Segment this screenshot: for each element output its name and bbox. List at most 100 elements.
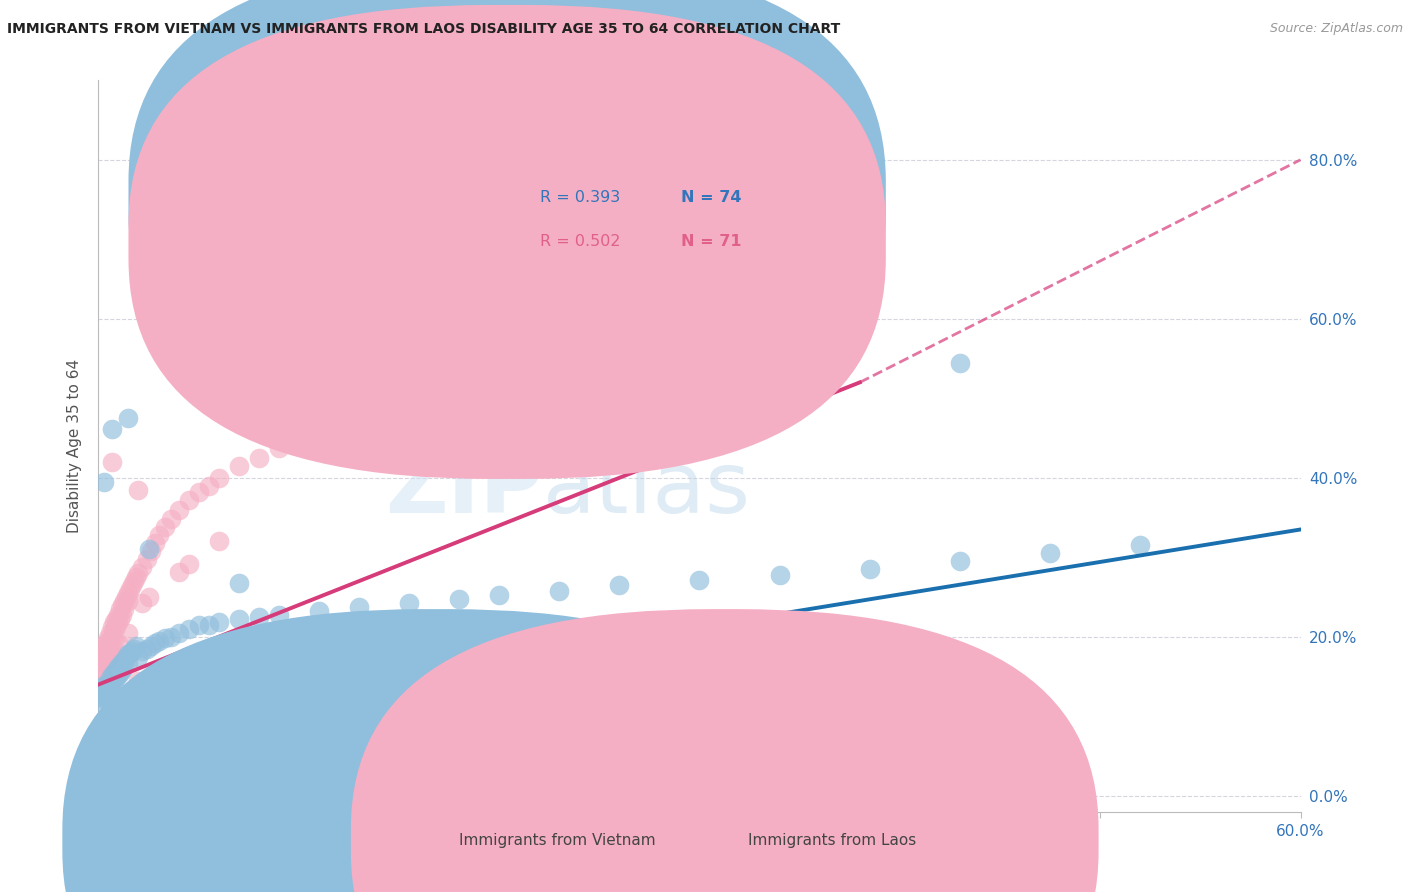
Point (111, 607, 134, 622)
Point (111, 598, 134, 612)
Point (103, 624, 125, 638)
Point (103, 671, 125, 685)
Point (117, 586, 139, 600)
Point (308, 429, 330, 443)
Point (949, 554, 972, 568)
Point (103, 633, 125, 648)
Point (111, 663, 134, 677)
Point (101, 630, 124, 644)
Point (548, 583, 571, 598)
Point (110, 602, 132, 616)
Point (89, 652, 111, 666)
Text: ZIP: ZIP (385, 449, 543, 532)
Point (103, 679, 125, 693)
Point (96, 644, 118, 658)
Point (308, 604, 330, 618)
Point (103, 615, 125, 630)
Point (1039, 546, 1062, 560)
Point (105, 671, 128, 685)
Text: atlas: atlas (543, 449, 751, 532)
Point (1129, 538, 1152, 552)
Point (91, 684, 114, 698)
Point (115, 590, 138, 604)
Text: R = 0.502: R = 0.502 (540, 234, 620, 249)
Point (197, 618, 219, 632)
Point (100, 671, 122, 685)
Point (124, 641, 146, 656)
Point (197, 479, 219, 493)
Point (89, 662, 111, 676)
Point (148, 633, 170, 648)
Point (125, 640, 148, 654)
Point (93, 684, 115, 698)
Point (139, 544, 162, 558)
Point (609, 578, 631, 592)
Point (96, 690, 118, 704)
Point (128, 483, 150, 497)
Point (111, 655, 134, 669)
Point (131, 644, 153, 658)
Point (177, 557, 200, 571)
Text: Immigrants from Vietnam: Immigrants from Vietnam (458, 833, 655, 847)
Point (120, 646, 142, 660)
Point (167, 502, 190, 516)
FancyBboxPatch shape (128, 5, 886, 479)
FancyBboxPatch shape (62, 609, 810, 892)
Point (97, 660, 120, 674)
Point (267, 441, 290, 455)
Point (117, 625, 139, 640)
Point (689, 573, 711, 587)
Point (120, 582, 142, 596)
Point (167, 565, 190, 579)
Point (114, 602, 136, 616)
Y-axis label: Disability Age 35 to 64: Disability Age 35 to 64 (67, 359, 83, 533)
Point (101, 640, 124, 654)
Point (131, 559, 153, 574)
Point (208, 615, 231, 630)
Point (247, 450, 270, 465)
Point (100, 633, 122, 648)
Point (187, 618, 209, 632)
Point (347, 421, 370, 435)
Point (93, 475, 115, 489)
Point (101, 684, 124, 698)
Point (96, 679, 118, 693)
Point (138, 590, 160, 604)
Point (107, 607, 129, 622)
Point (228, 458, 250, 473)
Point (117, 594, 139, 608)
Point (93, 648, 115, 662)
Point (93, 640, 115, 654)
Point (208, 471, 231, 485)
Point (247, 610, 270, 624)
Point (110, 665, 132, 680)
Point (93, 691, 115, 706)
Point (128, 649, 150, 664)
Point (91, 663, 114, 677)
Point (148, 528, 170, 542)
Point (105, 663, 128, 677)
Point (114, 660, 136, 674)
Point (100, 690, 122, 704)
FancyBboxPatch shape (128, 0, 886, 435)
Point (100, 625, 122, 640)
Point (267, 607, 290, 622)
Point (97, 685, 120, 699)
Point (115, 649, 138, 664)
Point (101, 455, 124, 469)
Point (228, 612, 250, 626)
Point (91, 655, 114, 669)
Point (97, 640, 120, 654)
Point (105, 649, 128, 664)
Point (488, 589, 510, 603)
Point (107, 660, 129, 674)
Point (117, 655, 139, 669)
Point (110, 657, 132, 672)
Point (101, 668, 124, 682)
Point (105, 620, 128, 634)
Point (100, 679, 122, 693)
Point (128, 673, 150, 688)
Point (121, 578, 143, 592)
Text: R = 0.393: R = 0.393 (540, 190, 620, 205)
Point (105, 612, 128, 626)
